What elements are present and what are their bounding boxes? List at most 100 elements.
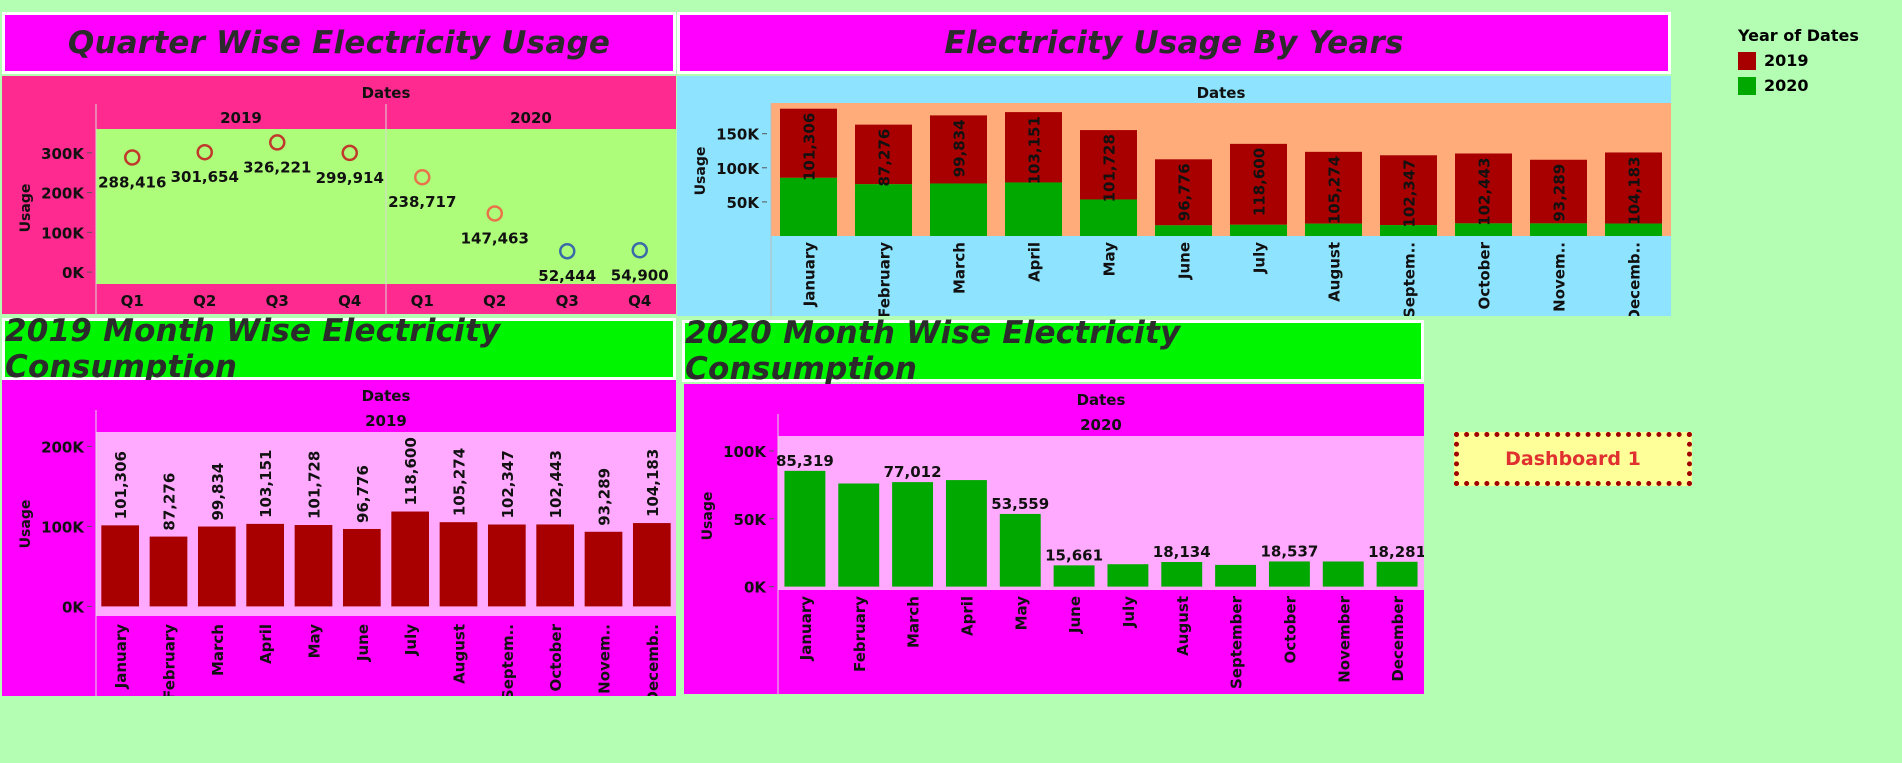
data-label: 18,537 [1260, 542, 1318, 560]
data-label: 99,834 [951, 119, 969, 177]
bar-segment-2020 [855, 184, 912, 236]
bar-segment-2020 [1605, 223, 1662, 236]
data-label: 54,900 [611, 266, 669, 284]
data-label: 288,416 [98, 173, 166, 191]
x-tick-label: May [1101, 242, 1119, 277]
usage-by-years-chart: Dates 150K 100K 50K Usage 101,306 87,276 99,834… [677, 76, 1671, 316]
y-tick-label: 0K [62, 264, 85, 282]
x-tick-label: Q4 [338, 292, 361, 310]
data-label: 87,276 [161, 473, 179, 531]
x-tick-label: July [402, 624, 420, 656]
data-label: 93,289 [596, 468, 614, 526]
legend-label-2019: 2019 [1764, 51, 1809, 70]
x-tick-label: Q1 [121, 292, 144, 310]
bar [632, 523, 671, 607]
data-label: 326,221 [243, 158, 311, 176]
y-tick-label: 50K [727, 194, 761, 212]
panel-header: 2019 [365, 412, 407, 430]
column-header: Dates [362, 84, 411, 102]
bar [784, 470, 826, 587]
data-label: 103,151 [257, 450, 275, 518]
scatter-point [269, 134, 286, 151]
x-tick-label: Septem.. [1401, 242, 1419, 316]
data-label: 87,276 [876, 129, 894, 187]
x-tick-label: Decemb.. [644, 624, 662, 696]
bar [149, 536, 188, 607]
y-tick-label: 100K [41, 224, 85, 242]
data-label: 52,444 [538, 267, 596, 285]
y-tick-label: 100K [41, 518, 85, 536]
data-label: 101,728 [306, 451, 324, 519]
x-tick-label: April [958, 596, 976, 636]
bar-segment-2019 [1230, 143, 1287, 225]
x-tick-label: July [1251, 242, 1269, 274]
data-label: 18,134 [1153, 543, 1211, 561]
x-tick-label: Novem.. [1551, 242, 1569, 312]
year-legend: Year of Dates 2019 2020 [1738, 26, 1859, 95]
quarter-usage-chart: Dates 2019 2020 300K 200K 100K 0K Usage Q1 Q2 Q3 Q4… [2, 76, 676, 314]
data-label: 103,151 [1026, 116, 1044, 184]
bar-segment-2019 [1155, 159, 1212, 226]
bar [1268, 561, 1310, 587]
x-tick-label: June [1176, 242, 1194, 280]
x-tick-label: Novem.. [596, 624, 614, 694]
x-tick-label: November [1335, 595, 1353, 682]
bar [1215, 564, 1257, 587]
data-label: 77,012 [884, 463, 942, 481]
legend-title: Year of Dates [1738, 26, 1859, 45]
x-tick-label: Q3 [266, 292, 289, 310]
bar-segment-2019 [1380, 155, 1437, 226]
bar-segment-2020 [1380, 225, 1437, 236]
bar [1107, 564, 1149, 587]
data-label: 53,559 [991, 495, 1049, 513]
y-tick-label: 50K [734, 511, 768, 529]
y-axis-label: Usage [18, 184, 34, 233]
plot-area [96, 432, 676, 616]
legend-item-2020[interactable]: 2020 [1738, 76, 1859, 95]
x-tick-label: Q2 [193, 292, 216, 310]
bar-segment-2020 [780, 177, 837, 236]
scatter-point [631, 242, 648, 259]
x-tick-label: May [1012, 596, 1030, 631]
column-header: Dates [362, 387, 411, 405]
y-axis-label: Usage [693, 147, 709, 196]
legend-swatch-2020 [1738, 76, 1756, 95]
x-tick-label: June [1066, 596, 1084, 634]
data-label: 85,319 [776, 452, 834, 470]
scatter-point [341, 144, 358, 162]
x-tick-label: August [451, 624, 469, 684]
bar [945, 480, 987, 587]
month-2020-chart: Dates 2020 100K 50K 0K Usage 85,319 77,012 53,55… [684, 384, 1424, 694]
y-tick-label: 0K [744, 579, 767, 597]
scatter-point [124, 149, 141, 166]
x-tick-label: September [1228, 595, 1246, 689]
bar [197, 526, 236, 607]
x-tick-label: July [1120, 596, 1138, 628]
x-tick-label: January [797, 596, 815, 662]
x-tick-label: August [1326, 242, 1344, 302]
bar [439, 522, 478, 607]
bar [1322, 561, 1364, 587]
bar [1376, 561, 1418, 587]
x-tick-label: June [354, 624, 372, 662]
legend-label-2020: 2020 [1764, 76, 1809, 95]
bar [536, 524, 575, 607]
data-label: 301,654 [171, 168, 239, 186]
x-tick-label: January [801, 242, 819, 308]
data-label: 118,600 [402, 437, 420, 505]
data-label: 147,463 [461, 229, 529, 247]
data-label: 102,443 [1476, 157, 1494, 225]
data-label: 99,834 [209, 463, 227, 521]
bar-segment-2020 [1305, 223, 1362, 236]
x-tick-label: March [905, 596, 923, 648]
dashboard-1-button[interactable]: Dashboard 1 [1454, 432, 1692, 486]
bar-segment-2020 [930, 183, 987, 236]
y-tick-label: 0K [62, 598, 85, 616]
bar [246, 523, 285, 607]
data-label: 102,347 [1401, 159, 1419, 227]
legend-item-2019[interactable]: 2019 [1738, 51, 1859, 70]
data-label: 118,600 [1251, 148, 1269, 216]
scatter-point [559, 242, 576, 260]
data-label: 104,183 [644, 449, 662, 517]
data-label: 15,661 [1045, 546, 1103, 564]
